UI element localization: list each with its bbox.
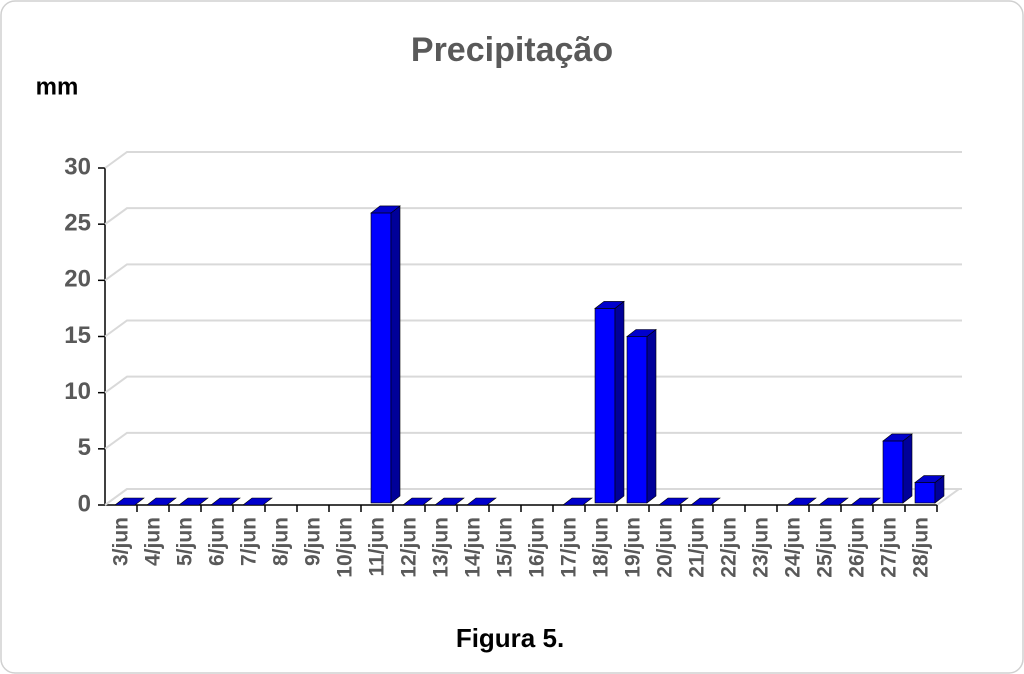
x-tick-label: 11/jun [366, 517, 389, 577]
bar-top [370, 205, 401, 214]
bar [178, 497, 209, 506]
x-tick-label: 12/jun [398, 517, 421, 578]
bar-front [594, 308, 616, 504]
x-tick-label: 8/jun [270, 517, 293, 566]
y-tick-label: 10 [64, 378, 91, 405]
bar-side [902, 433, 913, 504]
x-tick-label: 18/jun [590, 517, 613, 578]
bar-top [146, 497, 177, 506]
y-tick-label: 25 [64, 210, 91, 237]
bar-front [914, 482, 936, 504]
caption: Figura 5. [456, 623, 564, 653]
x-tick-label: 25/jun [814, 517, 837, 578]
bar-top [882, 433, 913, 442]
grid-line [104, 375, 962, 394]
bar [402, 497, 433, 506]
x-tick-label: 16/jun [526, 517, 549, 578]
x-tick-label: 13/jun [430, 517, 453, 578]
bar [818, 497, 849, 506]
bar [466, 497, 497, 506]
x-tick-label: 3/jun [110, 517, 133, 566]
bar [242, 497, 273, 506]
bar-top [210, 497, 241, 506]
x-tick-label: 27/jun [878, 517, 901, 578]
grid-line [104, 431, 962, 450]
bar-top [594, 301, 625, 309]
y-tick-label: 0 [78, 490, 91, 517]
y-tick-label: 15 [64, 322, 91, 349]
x-tick-label: 21/jun [686, 517, 709, 578]
bar [114, 497, 145, 506]
y-tick-label: 5 [78, 434, 91, 461]
bar [626, 328, 657, 504]
bar-top [850, 497, 881, 506]
x-tick-label: 20/jun [654, 517, 677, 578]
bar [434, 497, 465, 506]
bar [786, 497, 817, 506]
bar-front [626, 336, 648, 504]
grid-line [104, 488, 962, 506]
x-tick-label: 6/jun [206, 517, 229, 566]
x-tick-label: 19/jun [622, 517, 645, 578]
bar-top [434, 497, 465, 506]
y-tick-label: 20 [64, 266, 91, 293]
bar [562, 497, 593, 506]
x-tick-label: 7/jun [238, 517, 261, 566]
bar [882, 433, 913, 504]
bar-top [786, 497, 817, 506]
x-tick-label: 23/jun [750, 517, 773, 578]
bar-top [562, 497, 593, 506]
bar [914, 474, 945, 504]
x-tick-label: 9/jun [302, 517, 325, 566]
bar-top [114, 497, 145, 506]
bar [690, 497, 721, 506]
bar-top [178, 497, 209, 506]
grid-line [104, 319, 962, 338]
x-tick-label: 17/jun [558, 517, 581, 578]
grid-line [104, 207, 962, 225]
x-tick-label: 4/jun [142, 517, 165, 566]
x-tick-label: 22/jun [718, 517, 741, 578]
x-tick-label: 24/jun [782, 517, 805, 578]
bar-side [390, 205, 401, 504]
bar-top [402, 497, 433, 506]
x-tick-label: 28/jun [910, 517, 933, 578]
bar-side [614, 300, 625, 504]
grid-line [104, 263, 962, 282]
grid-line [104, 151, 962, 169]
bar-side [646, 328, 657, 504]
x-tick-label: 15/jun [494, 517, 517, 578]
bar [370, 205, 401, 504]
x-tick-label: 10/jun [334, 517, 357, 578]
bar [658, 497, 689, 506]
y-tick-label: 30 [64, 153, 91, 180]
bar [146, 497, 177, 506]
bar [594, 300, 625, 504]
bar-top [818, 497, 849, 506]
chart-title: Precipitação [411, 31, 613, 69]
bar-front [882, 440, 904, 504]
bar-top [626, 329, 657, 337]
x-tick-label: 14/jun [462, 517, 485, 578]
bar [850, 497, 881, 506]
bar-top [658, 497, 689, 506]
bar-top [466, 497, 497, 506]
bar-top [914, 475, 945, 483]
bar-top [690, 497, 721, 506]
bar-top [242, 497, 273, 506]
y-axis-label: mm [36, 73, 79, 100]
x-tick-label: 26/jun [846, 517, 869, 578]
x-tick-label: 5/jun [174, 517, 197, 566]
bar [210, 497, 241, 506]
bar-front [370, 212, 392, 504]
